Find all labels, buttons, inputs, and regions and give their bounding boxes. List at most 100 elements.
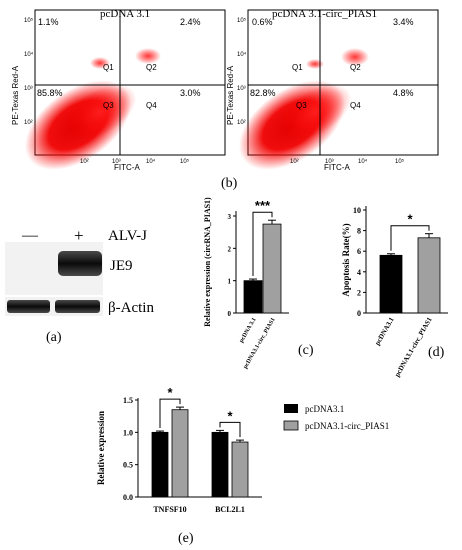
flow-1-ytick-3: 10³ bbox=[24, 86, 33, 92]
flow-2-ylabel: PE-Texas Red-A bbox=[226, 65, 235, 125]
chart-e-ytick-label-1: 0.5 bbox=[123, 461, 133, 470]
western-blot: — + ALV-J JE9 β-Actin (a) bbox=[5, 226, 154, 345]
panel-label-c: (c) bbox=[298, 343, 314, 358]
flow-1-xtick-1: 10² bbox=[80, 159, 89, 165]
chart-e: 0.0 0.5 1.0 1.5 * TNFSF10 * BCL2L1 Relative exp… bbox=[96, 385, 389, 546]
flow-2-xtick-4: 10⁵ bbox=[395, 158, 405, 165]
chart-d-ytick-label-1: 2 bbox=[357, 288, 361, 297]
chart-d-ytick-label-3: 6 bbox=[357, 247, 361, 256]
legend-label-1: pcDNA3.1 bbox=[305, 404, 344, 414]
flow-1-ytick-2: 10⁴ bbox=[24, 51, 34, 58]
flow-1-quad-ul: 1.1% bbox=[38, 17, 59, 27]
flow-2-quad-lr: 4.8% bbox=[393, 88, 414, 98]
chart-c-ytick-label-1: 1 bbox=[228, 278, 232, 286]
flow-1-ytick-4: 10² bbox=[24, 120, 33, 126]
chart-e-bar-1-0 bbox=[211, 431, 229, 498]
chart-e-marks: 0.0 0.5 1.0 1.5 * TNFSF10 * BCL2L1 bbox=[123, 385, 249, 514]
flow-2-ytick-4: 10² bbox=[237, 120, 246, 126]
legend-swatch-1 bbox=[284, 404, 298, 413]
flow-2-title: pcDNA 3.1-circ_PIAS1 bbox=[272, 8, 377, 20]
chart-d-bar-0 bbox=[379, 254, 403, 314]
flow-2-quad-ul: 0.6% bbox=[252, 17, 273, 27]
chart-e-ytick-label-3: 1.5 bbox=[123, 396, 133, 405]
blot-band-actin-label: β-Actin bbox=[108, 300, 154, 316]
chart-e-xtick-label-0: TNFSF10 bbox=[153, 505, 186, 514]
legend-label-2: pcDNA3.1-circ_PIAS1 bbox=[305, 421, 389, 431]
panel-label-a: (a) bbox=[46, 330, 62, 345]
chart-e-sig-bracket-1 bbox=[219, 421, 241, 438]
chart-e-ylabel: Relative expression bbox=[96, 411, 106, 485]
flow-1-ylabel: PE-Texas Red-A bbox=[11, 65, 20, 125]
flow-2-frame bbox=[247, 9, 439, 156]
flow-2-quad-ur: 3.4% bbox=[393, 17, 414, 27]
chart-c-ylabel-1: Relative expression (circRNA_PIAS1) bbox=[203, 197, 212, 327]
flow-1-q1: Q1 bbox=[103, 63, 114, 72]
chart-d-bar-1 bbox=[417, 237, 441, 314]
chart-d-ytick-label-0: 0 bbox=[357, 309, 361, 318]
flow-1-xtick-3: 10⁴ bbox=[146, 158, 156, 165]
flow-2-quad-ll: 82.8% bbox=[250, 88, 276, 98]
flow-1-xtick-4: 10⁵ bbox=[180, 158, 190, 165]
chart-d-xtick-label-0: pcDNA3.1 bbox=[373, 316, 396, 347]
flow-panel-1: pcDNA 3.1 1.1% 2.4% 85.8% 3.0% Q1 Q2 Q3 … bbox=[11, 8, 226, 172]
flow-2-q2: Q2 bbox=[350, 63, 361, 72]
chart-c-ytick-label-3: 3 bbox=[228, 213, 232, 221]
chart-d-ytick-label-5: 10 bbox=[353, 206, 361, 215]
chart-c-bar-1 bbox=[262, 223, 282, 314]
flow-2-q1: Q1 bbox=[292, 63, 303, 72]
flow-2-xtick-3: 10⁴ bbox=[358, 158, 368, 165]
flow-1-quad-lr: 3.0% bbox=[180, 88, 201, 98]
blot-minus-label: — bbox=[21, 227, 39, 244]
flow-1-q2: Q2 bbox=[146, 63, 157, 72]
chart-e-sig-label-0: * bbox=[167, 385, 173, 400]
chart-d-ytick-label-4: 8 bbox=[357, 227, 361, 236]
chart-e-ytick-label-0: 0.0 bbox=[123, 493, 133, 502]
flow-2-cells bbox=[238, 48, 369, 170]
flow-1-q3: Q3 bbox=[103, 101, 114, 110]
chart-e-xtick-label-1: BCL2L1 bbox=[215, 505, 245, 514]
flow-2-xtick-1: 10² bbox=[290, 159, 299, 165]
chart-d-sig-label: * bbox=[407, 212, 413, 227]
chart-c-ytick-label-0: 0 bbox=[228, 310, 232, 318]
chart-c-sig-bracket bbox=[252, 211, 273, 277]
flow-1-cells bbox=[24, 48, 161, 170]
actin-band-2 bbox=[55, 300, 100, 313]
chart-d-sig-bracket bbox=[390, 225, 430, 251]
chart-e-ytick-label-2: 1.0 bbox=[123, 428, 133, 437]
je9-band bbox=[58, 251, 102, 276]
flow-1-xtick-2: 10³ bbox=[112, 159, 121, 165]
chart-c-xtick-label-0: pcDNA 3.1 bbox=[239, 317, 258, 344]
flow-2-xlabel: FITC-A bbox=[324, 163, 350, 172]
chart-e-bar-0-0 bbox=[151, 431, 169, 498]
chart-e-sig-label-1: * bbox=[227, 408, 233, 423]
flow-2-ytick-1: 10⁵ bbox=[237, 17, 247, 24]
blot-plus-label: + bbox=[74, 226, 84, 245]
flow-1-title: pcDNA 3.1 bbox=[100, 8, 150, 20]
blot-condition-label: ALV-J bbox=[108, 228, 147, 244]
flow-2-ytick-3: 10³ bbox=[237, 86, 246, 92]
flow-1-xlabel: FITC-A bbox=[114, 163, 140, 172]
flow-2-q4: Q4 bbox=[350, 101, 361, 110]
flow-2-xtick-2: 10³ bbox=[325, 159, 334, 165]
chart-c-ytick-label-2: 2 bbox=[228, 245, 232, 253]
chart-c-sig-label: *** bbox=[255, 198, 271, 213]
panel-label-e: (e) bbox=[178, 531, 194, 546]
chart-d-ylabel: Apoptosis Rate(%) bbox=[341, 223, 351, 296]
chart-e-sig-bracket-0 bbox=[159, 398, 181, 429]
flow-1-q4: Q4 bbox=[146, 101, 157, 110]
panel-label-d: (d) bbox=[428, 345, 445, 360]
chart-c-bar-0 bbox=[243, 280, 263, 314]
flow-1-quad-ur: 2.4% bbox=[180, 17, 201, 27]
flow-1-ytick-1: 10⁵ bbox=[24, 17, 34, 24]
legend-swatch-2 bbox=[283, 420, 299, 431]
flow-2-q3: Q3 bbox=[296, 101, 307, 110]
flow-panel-2: pcDNA 3.1-circ_PIAS1 0.6% 3.4% 82.8% 4.8… bbox=[226, 8, 439, 172]
flow-1-quad-ll: 85.8% bbox=[37, 88, 63, 98]
chart-d-ytick-label-2: 4 bbox=[357, 268, 361, 277]
flow-2-ytick-2: 10⁴ bbox=[237, 51, 247, 58]
flow-1-frame bbox=[34, 9, 226, 156]
panel-label-b: (b) bbox=[221, 176, 238, 191]
